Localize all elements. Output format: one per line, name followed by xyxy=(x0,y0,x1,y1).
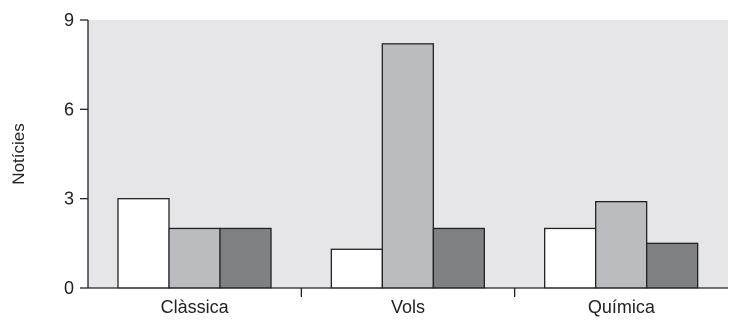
bar-Vols-series-2 xyxy=(381,43,434,289)
labels-group: 0 3 6 9 Clàssica Vols Química xyxy=(64,10,656,317)
x-tick-label-Vols: Vols xyxy=(391,297,425,317)
axes-group xyxy=(80,19,728,297)
y-tick-label-0: 0 xyxy=(64,278,74,298)
bar-Clàssica-series-1 xyxy=(117,198,170,289)
bars-group xyxy=(117,43,699,289)
y-tick-label-3: 3 xyxy=(64,189,74,209)
x-tick-label-Clàssica: Clàssica xyxy=(161,297,230,317)
bar-Vols-series-3 xyxy=(432,227,485,289)
y-tick-label-9: 9 xyxy=(64,10,74,30)
bar-Clàssica-series-2 xyxy=(168,227,221,289)
bar-Química-series-3 xyxy=(646,242,699,289)
bar-Química-series-2 xyxy=(595,200,648,289)
y-tick-label-6: 6 xyxy=(64,99,74,119)
x-tick-label-Química: Química xyxy=(588,297,656,317)
bar-Química-series-1 xyxy=(544,227,597,289)
bar-Vols-series-1 xyxy=(330,248,383,289)
y-axis-title: Notícies xyxy=(9,123,28,184)
bar-Clàssica-series-3 xyxy=(219,227,272,289)
